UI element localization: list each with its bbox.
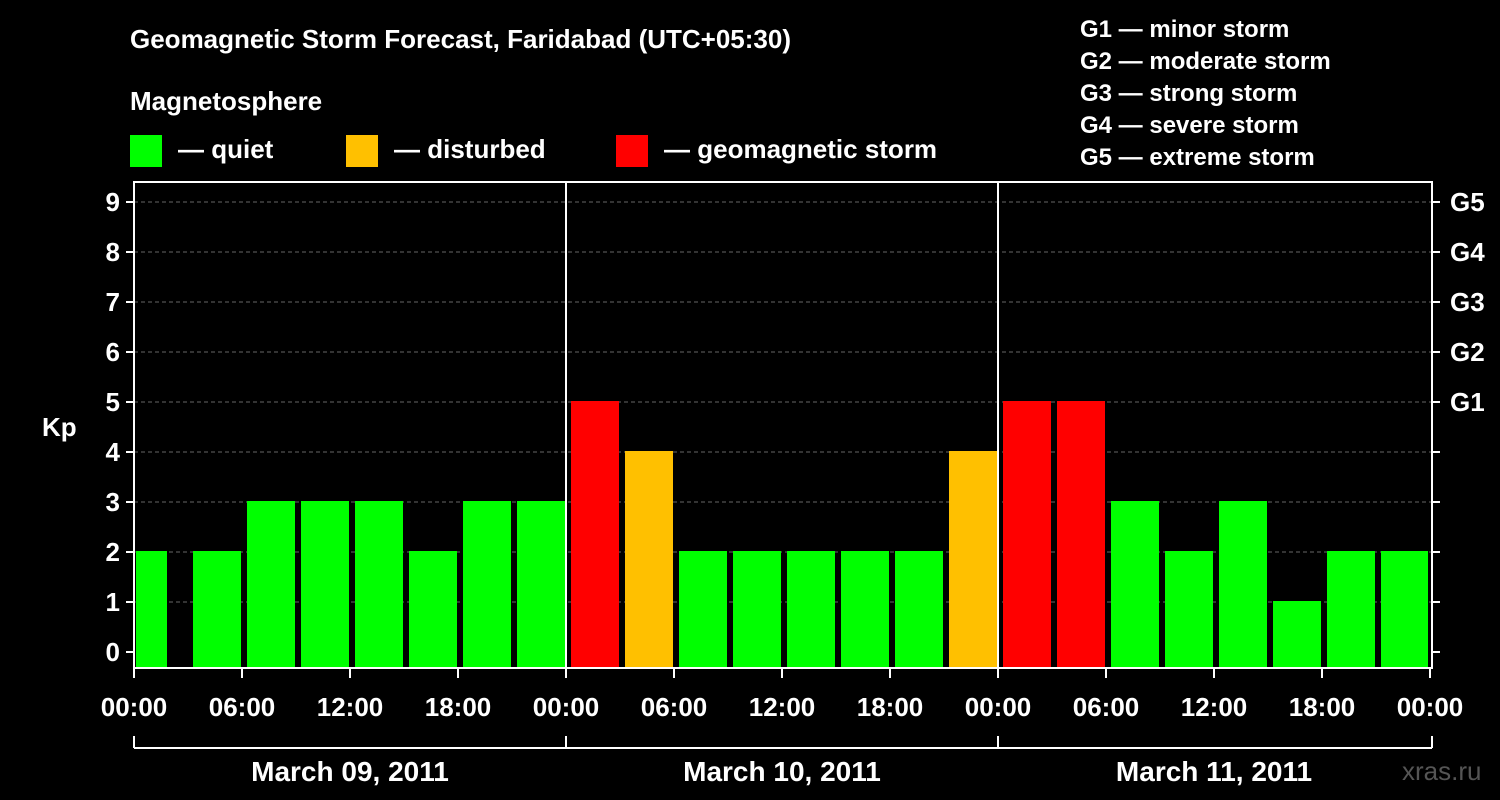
y-tick-label: 6 [106,337,120,367]
y-tick-label: 7 [106,287,120,317]
day-label: March 09, 2011 [251,756,449,787]
right-tick-label: G5 [1450,187,1485,217]
day-label: March 10, 2011 [683,756,881,787]
bar [571,401,619,668]
y-tick-label: 2 [106,537,120,567]
x-tick-label: 06:00 [1073,692,1140,722]
y-tick-label: 0 [106,637,120,667]
x-tick-label: 12:00 [317,692,384,722]
x-tick-label: 18:00 [1289,692,1356,722]
y-tick-label: 8 [106,237,120,267]
x-tick-label: 00:00 [965,692,1032,722]
bar [301,501,349,668]
legend-label-disturbed: — disturbed [394,134,546,164]
y-tick-label: 3 [106,487,120,517]
bar [1273,601,1321,668]
y-axis-label: Kp [42,412,77,442]
bar [679,551,727,668]
bar [1381,551,1428,668]
legend-label-quiet: — quiet [178,134,274,164]
grid-lines [134,201,1432,603]
bar [409,551,457,668]
x-tick-label: 00:00 [1397,692,1464,722]
bar [949,451,997,668]
bar [136,551,167,668]
legend-label-storm: — geomagnetic storm [664,134,938,164]
bar [1057,401,1105,668]
bar [625,451,673,668]
right-tick-label: G1 [1450,387,1485,417]
chart-title: Geomagnetic Storm Forecast, Faridabad (U… [130,24,792,54]
scale-legend-g3: G3 — strong storm [1080,80,1298,107]
y-tick-label: 5 [106,387,120,417]
x-tick-label: 06:00 [641,692,708,722]
bar-series [136,401,1428,668]
right-tick-label: G2 [1450,337,1485,367]
x-tick-label: 12:00 [1181,692,1248,722]
bar [517,501,565,668]
x-tick-label: 06:00 [209,692,276,722]
x-tick-label: 12:00 [749,692,816,722]
legend-swatch-storm [616,135,648,167]
x-tick-label: 18:00 [857,692,924,722]
bar [841,551,889,668]
x-tick-label: 00:00 [101,692,168,722]
bar [247,501,295,668]
legend-swatch-quiet [130,135,162,167]
scale-legend-g1: G1 — minor storm [1080,16,1290,43]
scale-legend-g5: G5 — extreme storm [1080,144,1315,171]
bar [463,501,511,668]
legend-title: Magnetosphere [130,86,323,116]
x-tick-label: 18:00 [425,692,492,722]
y-tick-label: 1 [106,587,120,617]
legend-swatch-disturbed [346,135,378,167]
x-tick-label: 00:00 [533,692,600,722]
right-tick-label: G4 [1450,237,1485,267]
bar [1111,501,1159,668]
bar [193,551,241,668]
bar [1003,401,1051,668]
scale-legend-g4: G4 — severe storm [1080,112,1299,139]
bar [1219,501,1267,668]
bar [1327,551,1375,668]
y-tick-label: 9 [106,187,120,217]
right-tick-label: G3 [1450,287,1485,317]
scale-legend: G1 — minor storm G2 — moderate storm G3 … [1080,14,1331,174]
bar [355,501,403,668]
bar [787,551,835,668]
bar [733,551,781,668]
y-tick-label: 4 [106,437,121,467]
day-label: March 11, 2011 [1116,756,1312,787]
scale-legend-g2: G2 — moderate storm [1080,48,1331,75]
bar [1165,551,1213,668]
axis-labels: 0 1 2 3 4 5 6 7 8 9 G1 G2 G3 G4 G5 00:00 06:00 12:00 18:00… [101,187,1485,787]
bar [895,551,943,668]
watermark: xras.ru [1402,756,1482,786]
